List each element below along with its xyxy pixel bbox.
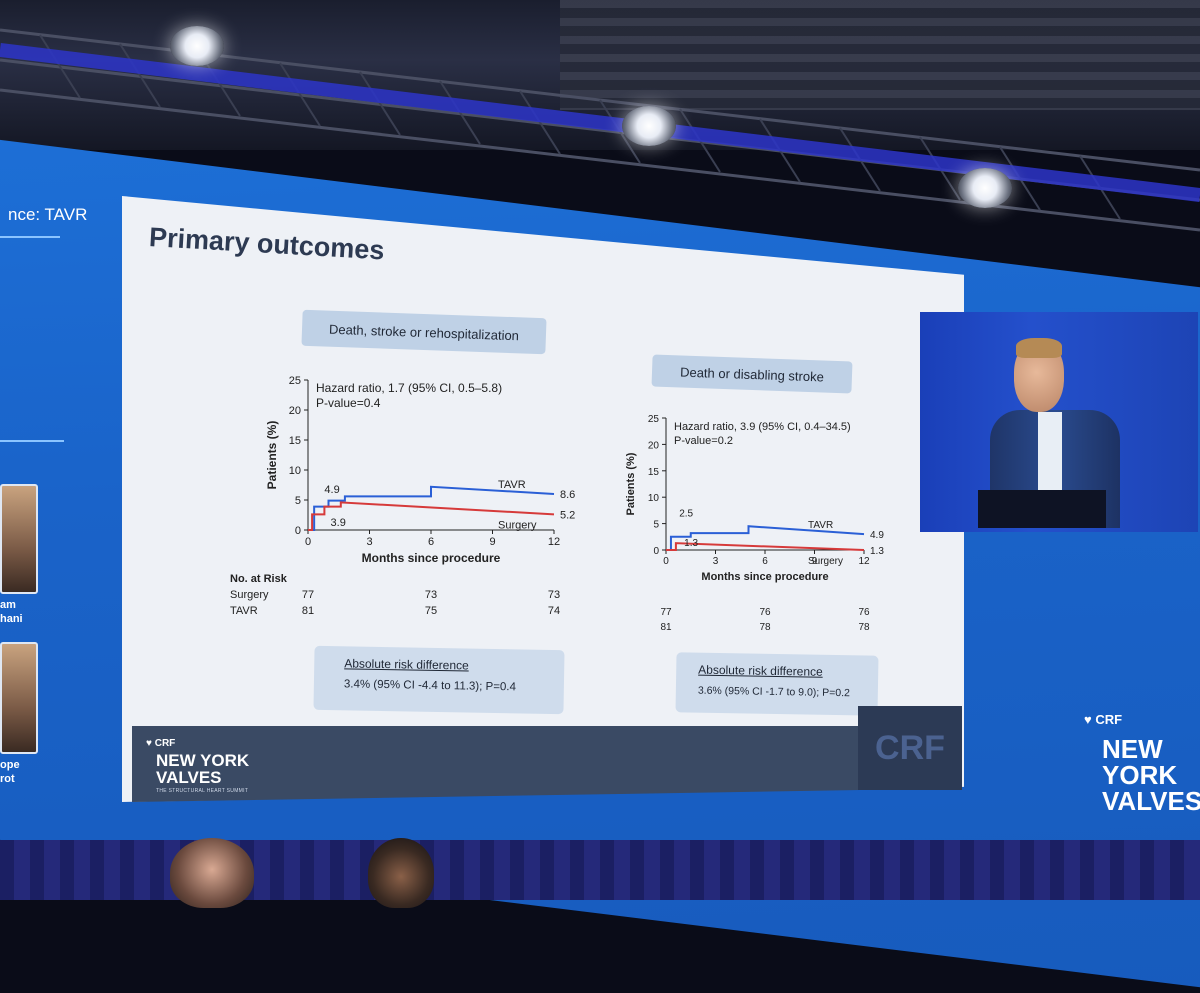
- at-risk-value: 81: [660, 622, 672, 633]
- at-risk-row-label: Surgery: [230, 589, 269, 601]
- crf-corner-logo: CRF: [858, 706, 962, 790]
- absolute-risk-heading: Absolute risk difference: [344, 656, 469, 673]
- summit-tagline: THE STRUCTURAL HEART SUMMIT: [156, 788, 249, 794]
- p-value-text: P-value=0.2: [674, 435, 733, 447]
- y-axis-label: Patients (%): [265, 421, 279, 490]
- speaker-name: am hani: [0, 599, 23, 625]
- data-label: 4.9: [324, 484, 339, 496]
- x-tick-label: 3: [713, 556, 719, 567]
- y-axis-label: Patients (%): [625, 452, 637, 515]
- at-risk-row-label: TAVR: [230, 605, 258, 617]
- at-risk-value: 78: [759, 622, 771, 633]
- data-label: 3.9: [331, 517, 346, 529]
- hazard-ratio-text: Hazard ratio, 1.7 (95% CI, 0.5–5.8): [316, 381, 502, 395]
- x-tick-label: 12: [548, 536, 560, 548]
- at-risk-value: 81: [302, 605, 314, 617]
- absolute-risk-value: 3.6% (95% CI -1.7 to 9.0); P=0.2: [697, 684, 851, 700]
- absolute-risk-box: Absolute risk difference 3.4% (95% CI -4…: [313, 645, 565, 715]
- km-chart-right: 0 5 10 15 20 25 0 3 6 9 12 Patients (%) Months since…: [625, 414, 884, 633]
- hazard-ratio-text: Hazard ratio, 3.9 (95% CI, 0.4–34.5): [674, 421, 851, 433]
- y-tick-label: 0: [295, 525, 301, 537]
- km-curve-surgery: [308, 501, 555, 531]
- km-chart-left: 0 5 10 15 20 25 0 3 6 9 12 Patients (%) Months since…: [230, 375, 575, 617]
- end-value-label: 5.2: [560, 509, 575, 521]
- end-value-label: 4.9: [870, 530, 884, 541]
- spotlight: [170, 26, 224, 66]
- y-tick-label: 5: [295, 495, 301, 507]
- series-label: TAVR: [498, 479, 526, 491]
- spotlight: [622, 106, 676, 146]
- y-tick-label: 25: [648, 414, 660, 425]
- presenter-shirt: [1038, 412, 1062, 502]
- y-tick-label: 10: [289, 465, 301, 477]
- podium: [978, 490, 1106, 528]
- at-risk-value: 74: [548, 605, 560, 617]
- ceiling-panels: [560, 0, 1200, 110]
- audience-head: [368, 838, 434, 908]
- slide-footer: [132, 726, 962, 802]
- absolute-risk-box: Absolute risk difference 3.6% (95% CI -1…: [675, 652, 879, 716]
- at-risk-value: 75: [425, 605, 437, 617]
- x-tick-label: 9: [489, 536, 495, 548]
- absolute-risk-heading: Absolute risk difference: [698, 662, 823, 679]
- at-risk-value: 73: [548, 589, 560, 601]
- data-label: 1.3: [684, 538, 698, 549]
- km-curve-surgery: [666, 542, 865, 551]
- x-tick-label: 3: [366, 536, 372, 548]
- y-tick-label: 25: [289, 375, 301, 387]
- sidebar-session-title: nce: TAVR: [8, 205, 88, 224]
- divider: [0, 440, 64, 442]
- speaker-photo: [0, 642, 38, 754]
- km-curve-tavr: [666, 525, 865, 551]
- y-tick-label: 15: [289, 435, 301, 447]
- y-tick-label: 5: [653, 520, 659, 531]
- x-tick-label: 6: [428, 536, 434, 548]
- x-tick-label: 6: [762, 556, 768, 567]
- divider: [0, 236, 60, 238]
- at-risk-value: 73: [425, 589, 437, 601]
- at-risk-value: 77: [302, 589, 314, 601]
- presenter-hair: [1016, 338, 1062, 358]
- at-risk-value: 76: [759, 607, 771, 618]
- speaker-photo: [0, 484, 38, 594]
- data-label: 2.5: [679, 509, 693, 520]
- y-tick-label: 10: [648, 493, 660, 504]
- at-risk-header: No. at Risk: [230, 573, 288, 585]
- x-tick-label: 9: [812, 556, 818, 567]
- x-axis-label: Months since procedure: [362, 551, 501, 565]
- x-tick-label: 12: [858, 556, 870, 567]
- new-york-valves-logo: NEW YORK VALVES: [1102, 734, 1200, 816]
- end-value-label: 8.6: [560, 489, 575, 501]
- p-value-text: P-value=0.4: [316, 396, 381, 410]
- x-tick-label: 0: [663, 556, 669, 567]
- end-value-label: 1.3: [870, 546, 884, 557]
- y-tick-label: 15: [648, 467, 660, 478]
- y-tick-label: 0: [653, 546, 659, 557]
- at-risk-value: 76: [858, 607, 870, 618]
- at-risk-value: 78: [858, 622, 870, 633]
- y-tick-label: 20: [289, 405, 301, 417]
- x-axis-label: Months since procedure: [701, 571, 828, 583]
- absolute-risk-value: 3.4% (95% CI -4.4 to 11.3); P=0.4: [343, 678, 517, 694]
- y-tick-label: 20: [648, 440, 660, 451]
- crf-logo: ♥ CRF: [146, 738, 176, 749]
- audience-head: [170, 838, 254, 908]
- speaker-name: ope rot: [0, 759, 20, 785]
- series-label: TAVR: [808, 520, 833, 531]
- series-label: Surgery: [808, 556, 843, 567]
- at-risk-value: 77: [660, 607, 672, 618]
- spotlight: [958, 168, 1012, 208]
- series-label: Surgery: [498, 519, 537, 531]
- km-curve-tavr: [308, 485, 555, 531]
- new-york-valves-logo: NEW YORK VALVES: [156, 751, 250, 787]
- x-tick-label: 0: [305, 536, 311, 548]
- crf-logo: ♥ CRF: [1084, 712, 1123, 727]
